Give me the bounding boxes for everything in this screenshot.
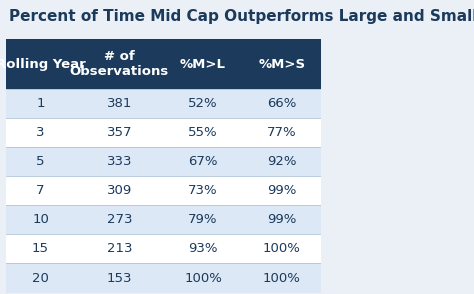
Text: 100%: 100%	[184, 272, 222, 285]
Bar	[6, 39, 321, 89]
Text: 5: 5	[36, 155, 45, 168]
Text: 79%: 79%	[188, 213, 218, 226]
Text: 20: 20	[32, 272, 49, 285]
Bar	[6, 234, 321, 263]
Text: 52%: 52%	[188, 97, 218, 110]
Text: 15: 15	[32, 243, 49, 255]
Bar	[6, 205, 321, 234]
Text: 273: 273	[107, 213, 132, 226]
Text: 1: 1	[36, 97, 45, 110]
Text: 55%: 55%	[188, 126, 218, 139]
Text: 92%: 92%	[267, 155, 297, 168]
Text: 73%: 73%	[188, 184, 218, 197]
Text: 77%: 77%	[267, 126, 297, 139]
Text: 10: 10	[32, 213, 49, 226]
Text: 309: 309	[107, 184, 132, 197]
Text: 357: 357	[107, 126, 132, 139]
Text: 381: 381	[107, 97, 132, 110]
Bar	[6, 176, 321, 205]
Text: 66%: 66%	[267, 97, 297, 110]
Text: 153: 153	[107, 272, 132, 285]
Bar	[6, 147, 321, 176]
Text: 100%: 100%	[263, 272, 301, 285]
Text: 99%: 99%	[267, 184, 297, 197]
Text: 100%: 100%	[263, 243, 301, 255]
Bar	[6, 263, 321, 293]
Text: Rolling Year: Rolling Year	[0, 58, 85, 71]
Bar	[6, 89, 321, 118]
Text: # of
Observations: # of Observations	[70, 50, 169, 78]
Text: 67%: 67%	[188, 155, 218, 168]
Text: 3: 3	[36, 126, 45, 139]
Text: 213: 213	[107, 243, 132, 255]
Bar	[6, 118, 321, 147]
Text: 333: 333	[107, 155, 132, 168]
Text: %M>L: %M>L	[180, 58, 226, 71]
Text: Percent of Time Mid Cap Outperforms Large and Small Caps: Percent of Time Mid Cap Outperforms Larg…	[9, 9, 474, 24]
Text: 7: 7	[36, 184, 45, 197]
Text: 93%: 93%	[188, 243, 218, 255]
Text: 99%: 99%	[267, 213, 297, 226]
Text: %M>S: %M>S	[258, 58, 305, 71]
